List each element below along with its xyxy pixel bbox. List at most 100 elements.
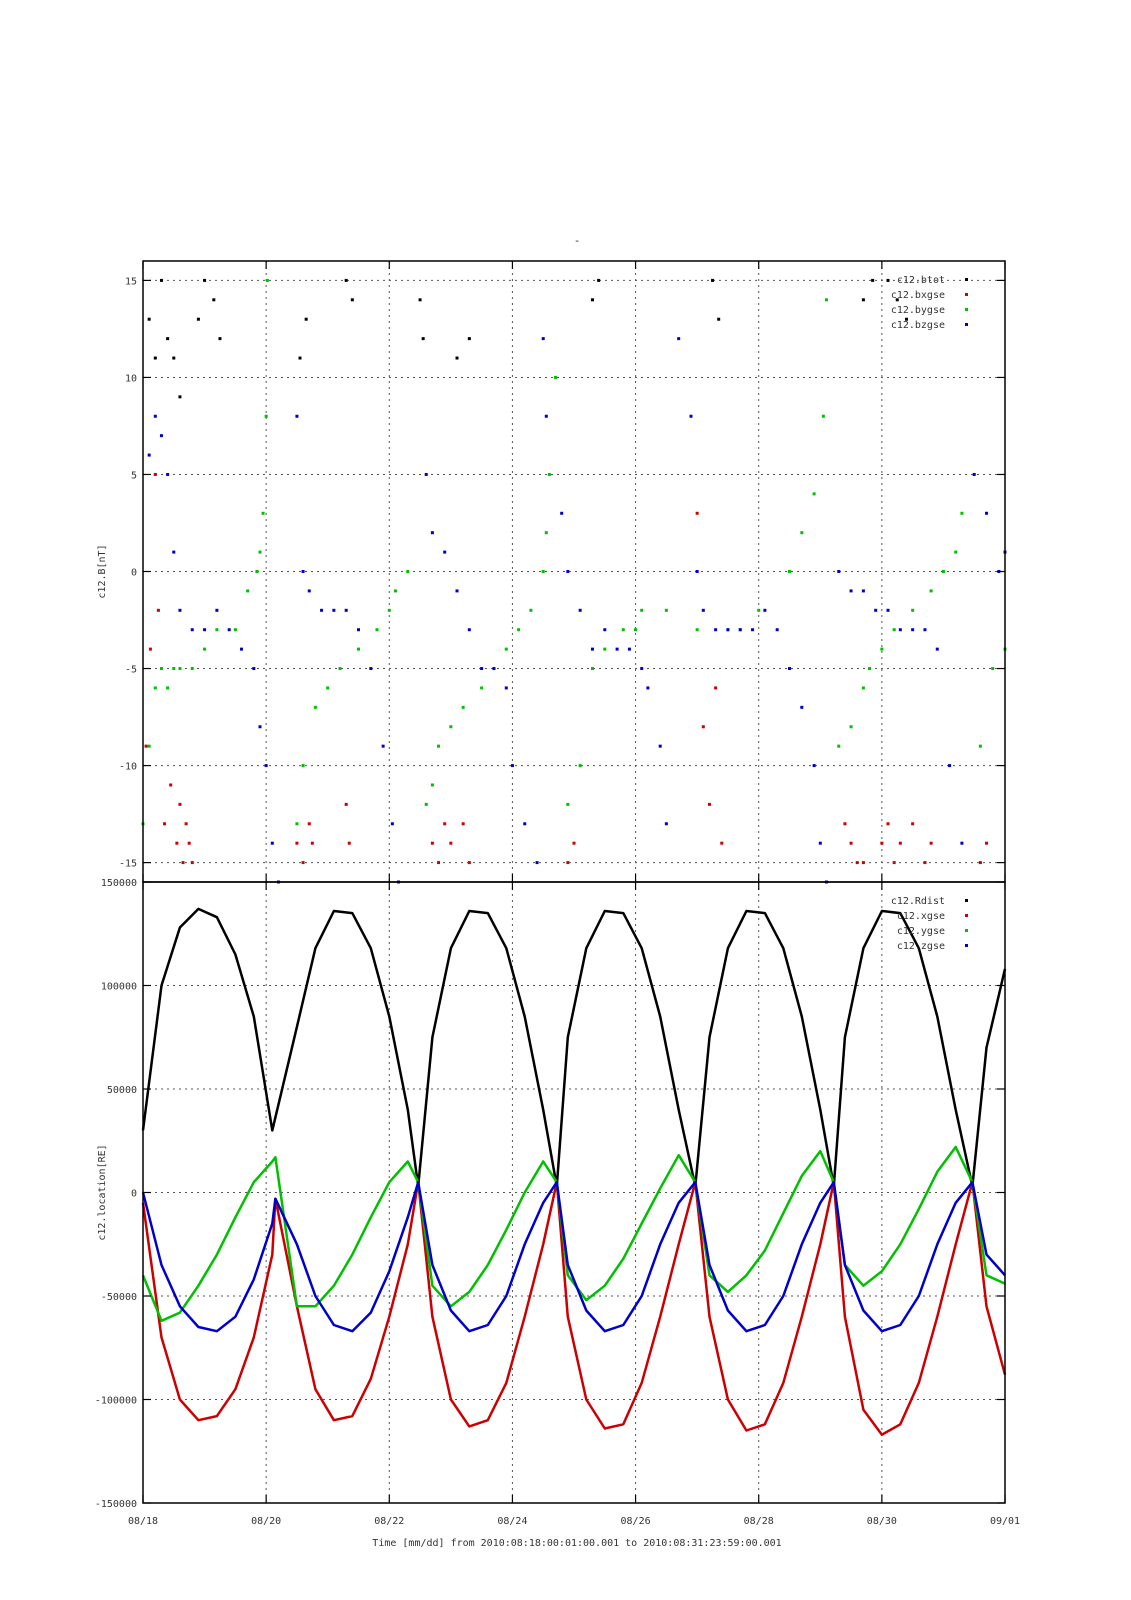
legend-label: c12.bygse <box>891 305 945 316</box>
data-point <box>467 861 471 865</box>
data-point <box>357 628 360 632</box>
data-point <box>720 841 724 845</box>
data-point <box>904 317 908 321</box>
data-point <box>985 511 989 515</box>
data-point <box>298 356 302 360</box>
data-point <box>252 667 256 671</box>
data-point <box>855 861 859 865</box>
data-point <box>886 822 890 826</box>
data-point <box>658 744 662 748</box>
legend-label: c12.bxgse <box>891 290 945 301</box>
y-tick-label: 150000 <box>101 878 137 889</box>
data-point <box>461 705 465 709</box>
magnetic-field-grid <box>143 261 1005 882</box>
legend-label: c12.ygse <box>897 926 945 937</box>
magnetic-field-y-axis-label: c12.B[nT] <box>97 544 108 598</box>
data-point <box>504 686 508 690</box>
data-point <box>812 764 816 768</box>
data-point <box>895 298 899 302</box>
data-point <box>172 356 176 360</box>
data-point <box>443 550 447 554</box>
data-point <box>880 647 884 651</box>
data-point <box>480 686 484 690</box>
data-point <box>892 628 896 632</box>
x-tick-label: 09/01 <box>990 1516 1020 1527</box>
data-point <box>301 764 305 768</box>
data-point <box>246 589 250 593</box>
data-point <box>313 705 317 709</box>
data-point <box>695 511 699 515</box>
data-point <box>821 414 825 418</box>
y-tick-label: -150000 <box>95 1499 137 1510</box>
data-point <box>701 608 705 612</box>
data-point <box>701 725 705 729</box>
data-point <box>541 337 545 341</box>
data-point <box>664 608 668 612</box>
x-tick-label: 08/30 <box>867 1516 897 1527</box>
data-point <box>184 822 188 826</box>
legend-swatch <box>965 929 968 932</box>
y-tick-label: 50000 <box>107 1085 137 1096</box>
data-point <box>153 356 157 360</box>
data-point <box>707 802 711 806</box>
data-point <box>547 472 551 476</box>
data-point <box>517 628 521 632</box>
data-point <box>541 570 545 573</box>
data-point <box>190 667 194 671</box>
data-point <box>295 841 299 845</box>
data-point <box>144 744 148 748</box>
data-point <box>387 608 391 612</box>
data-point <box>393 589 397 593</box>
data-point <box>258 725 262 729</box>
series-c12.bzgse <box>147 337 1007 884</box>
data-point <box>640 667 644 671</box>
data-point <box>375 628 379 632</box>
data-point <box>147 317 151 321</box>
data-point <box>603 647 607 651</box>
data-point <box>935 647 939 651</box>
data-point <box>467 628 471 632</box>
data-point <box>159 278 163 282</box>
data-point <box>837 570 841 573</box>
data-point <box>156 608 160 612</box>
data-point <box>898 841 902 845</box>
data-point <box>258 550 262 554</box>
y-tick-label: -15 <box>119 859 137 870</box>
series-line-c12.zgse <box>141 1180 1006 1333</box>
data-point <box>800 705 804 709</box>
location-plot-frame <box>142 881 1006 1504</box>
data-point <box>615 647 619 651</box>
data-point <box>270 841 274 845</box>
data-point <box>175 841 179 845</box>
legend-swatch <box>965 293 968 296</box>
magnetic-field-panel: -15 -10 -5 0 5 10 15 c12.btot c12.bxgse c12.bygs… <box>97 260 1007 884</box>
legend-swatch <box>965 899 968 902</box>
series-line-c12.Rdist <box>141 907 1007 1188</box>
data-point <box>307 589 311 593</box>
data-point <box>172 550 176 554</box>
y-tick-label: 5 <box>131 470 137 481</box>
data-point <box>566 861 570 865</box>
data-point <box>560 511 564 515</box>
data-point <box>357 647 360 651</box>
legend-swatch <box>965 323 968 326</box>
data-point <box>578 764 582 768</box>
data-point <box>590 667 594 671</box>
data-point <box>911 608 915 612</box>
data-point <box>437 861 441 865</box>
data-point <box>566 802 570 806</box>
data-point <box>960 841 964 845</box>
data-point <box>535 861 539 865</box>
data-point <box>338 667 342 671</box>
data-point <box>203 647 207 651</box>
y-tick-label: -50000 <box>101 1292 137 1303</box>
y-tick-label: 10 <box>125 373 137 384</box>
data-point <box>169 783 173 787</box>
data-point <box>788 570 791 573</box>
data-point <box>751 628 755 632</box>
data-point <box>461 822 465 826</box>
legend-label: c12.bzgse <box>891 320 945 331</box>
data-point <box>178 395 182 399</box>
data-point <box>369 667 373 671</box>
legend-label: c12.Rdist <box>891 896 945 907</box>
